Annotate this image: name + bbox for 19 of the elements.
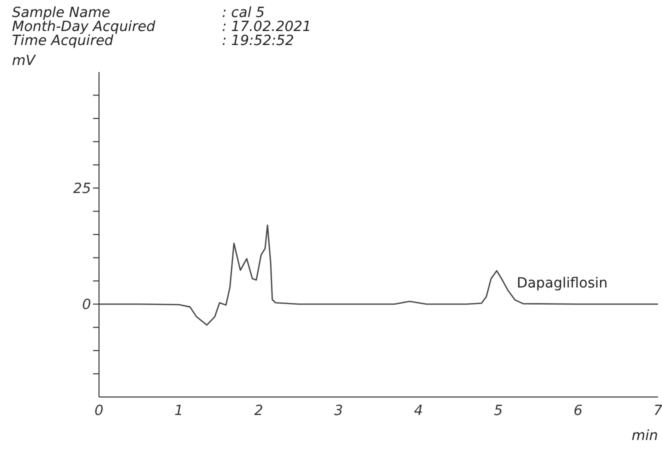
x-tick-label: 7 [654,402,662,419]
line-series [99,224,658,326]
x-axis-title: min [632,428,658,444]
x-tick-label: 6 [574,402,583,419]
text: Month-Day Acquired [12,19,156,35]
text: : 17.02.2021 [222,19,312,35]
x-tick-label: 5 [494,402,503,419]
x-tick-label: 1 [174,402,184,419]
y-axis-title: mV [12,53,36,69]
y-tick-label: 25 [73,181,92,198]
annotation: Dapagliflosin [516,276,608,292]
x-tick-label: 3 [334,402,344,419]
x-tick-label: 2 [254,402,264,419]
x-tick-label: 0 [94,402,104,419]
text: Time Acquired [12,33,114,49]
text: : 19:52:52 [222,33,296,49]
text: Sample Name [12,5,110,21]
text: : cal 5 [222,5,265,21]
x-tick-label: 4 [414,402,423,419]
